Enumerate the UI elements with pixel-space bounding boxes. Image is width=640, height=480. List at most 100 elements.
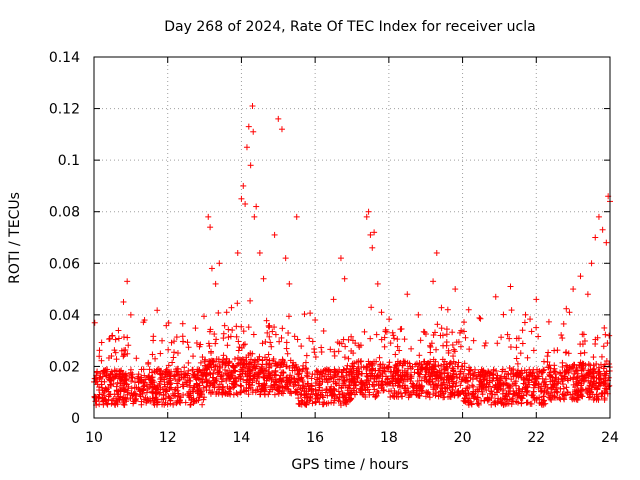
data-point-bg bbox=[244, 365, 251, 372]
data-point-bg bbox=[388, 373, 395, 380]
data-point-bg bbox=[243, 358, 250, 365]
data-point-bg bbox=[237, 389, 244, 396]
data-point-bg bbox=[421, 329, 428, 336]
data-point-bg bbox=[174, 384, 181, 391]
data-point-bg bbox=[397, 359, 404, 366]
data-point-bg bbox=[303, 352, 310, 359]
data-point-bg bbox=[96, 401, 103, 408]
data-point-bg bbox=[220, 352, 227, 359]
data-point-bg bbox=[107, 370, 114, 377]
data-point-bg bbox=[331, 369, 338, 376]
data-point-bg bbox=[115, 393, 122, 400]
data-point-bg bbox=[389, 392, 396, 399]
data-point bbox=[212, 280, 219, 287]
data-point-bg bbox=[507, 370, 514, 377]
data-point-bg bbox=[96, 353, 103, 360]
data-point-bg bbox=[587, 362, 594, 369]
data-point-bg bbox=[327, 346, 334, 353]
data-point-bg bbox=[268, 369, 275, 376]
data-point-bg bbox=[165, 319, 172, 326]
x-axis-ticks: 10 12 14 16 18 20 22 24 bbox=[85, 57, 619, 446]
data-point-bg bbox=[261, 365, 268, 372]
data-point-bg bbox=[210, 377, 217, 384]
data-point-bg bbox=[551, 378, 558, 385]
data-point-bg bbox=[118, 376, 125, 383]
data-point-bg bbox=[292, 361, 299, 368]
data-point bbox=[555, 376, 562, 383]
data-point bbox=[250, 128, 257, 135]
data-point-bg bbox=[380, 387, 387, 394]
data-point-bg bbox=[295, 382, 302, 389]
data-point-bg bbox=[275, 390, 282, 397]
data-point-bg bbox=[167, 400, 174, 407]
data-point-bg bbox=[424, 360, 431, 367]
data-point bbox=[367, 231, 374, 238]
data-point-bg bbox=[154, 398, 161, 405]
data-point-bg bbox=[548, 384, 555, 391]
data-point bbox=[240, 182, 247, 189]
data-point-bg bbox=[245, 376, 252, 383]
data-point-bg bbox=[426, 376, 433, 383]
data-point-bg bbox=[156, 390, 163, 397]
data-point-bg bbox=[467, 398, 474, 405]
data-point-bg bbox=[340, 374, 347, 381]
data-point-bg bbox=[176, 397, 183, 404]
data-point-bg bbox=[235, 347, 242, 354]
data-point-bg bbox=[489, 371, 496, 378]
data-point-bg bbox=[366, 391, 373, 398]
data-point-bg bbox=[560, 391, 567, 398]
data-point-bg bbox=[117, 386, 124, 393]
data-point-bg bbox=[333, 380, 340, 387]
data-point-bg bbox=[398, 325, 405, 332]
data-point bbox=[231, 368, 238, 375]
data-point bbox=[146, 384, 153, 391]
data-point bbox=[365, 208, 372, 215]
data-point-bg bbox=[295, 371, 302, 378]
data-point-bg bbox=[443, 339, 450, 346]
data-point-bg bbox=[394, 343, 401, 350]
data-point-bg bbox=[574, 389, 581, 396]
data-point-bg bbox=[383, 328, 390, 335]
data-point-bg bbox=[309, 391, 316, 398]
data-point-bg bbox=[391, 364, 398, 371]
data-point-bg bbox=[241, 341, 248, 348]
data-point-bg bbox=[187, 390, 194, 397]
data-point-bg bbox=[530, 347, 537, 354]
data-point-bg bbox=[416, 352, 423, 359]
data-point-bg bbox=[225, 388, 232, 395]
data-point-bg bbox=[195, 385, 202, 392]
data-point bbox=[286, 280, 293, 287]
data-point-bg bbox=[285, 329, 292, 336]
data-point bbox=[422, 373, 429, 380]
data-point-bg bbox=[169, 359, 176, 366]
data-point-bg bbox=[560, 385, 567, 392]
data-point-bg bbox=[276, 338, 283, 345]
data-point-bg bbox=[446, 384, 453, 391]
data-point-bg bbox=[474, 400, 481, 407]
data-point-bg bbox=[494, 399, 501, 406]
data-point-bg bbox=[207, 380, 214, 387]
data-point-bg bbox=[434, 321, 441, 328]
data-point-bg bbox=[596, 375, 603, 382]
data-point-bg bbox=[570, 395, 577, 402]
data-point-bg bbox=[175, 377, 182, 384]
data-point-bg bbox=[190, 353, 197, 360]
data-point bbox=[588, 260, 595, 267]
data-point-bg bbox=[461, 328, 468, 335]
data-point-bg bbox=[247, 359, 254, 366]
data-point-bg bbox=[439, 356, 446, 363]
data-point-bg bbox=[461, 319, 468, 326]
data-point-bg bbox=[441, 394, 448, 401]
data-point-bg bbox=[596, 364, 603, 371]
data-point-bg bbox=[298, 343, 305, 350]
data-point-bg bbox=[255, 356, 262, 363]
data-point-bg bbox=[392, 369, 399, 376]
data-point-bg bbox=[503, 390, 510, 397]
data-point-bg bbox=[247, 297, 254, 304]
data-point-bg bbox=[138, 401, 145, 408]
data-point-bg bbox=[124, 334, 131, 341]
data-point-bg bbox=[381, 343, 388, 350]
data-point-bg bbox=[129, 371, 136, 378]
data-point-bg bbox=[408, 345, 415, 352]
data-point-bg bbox=[112, 336, 119, 343]
